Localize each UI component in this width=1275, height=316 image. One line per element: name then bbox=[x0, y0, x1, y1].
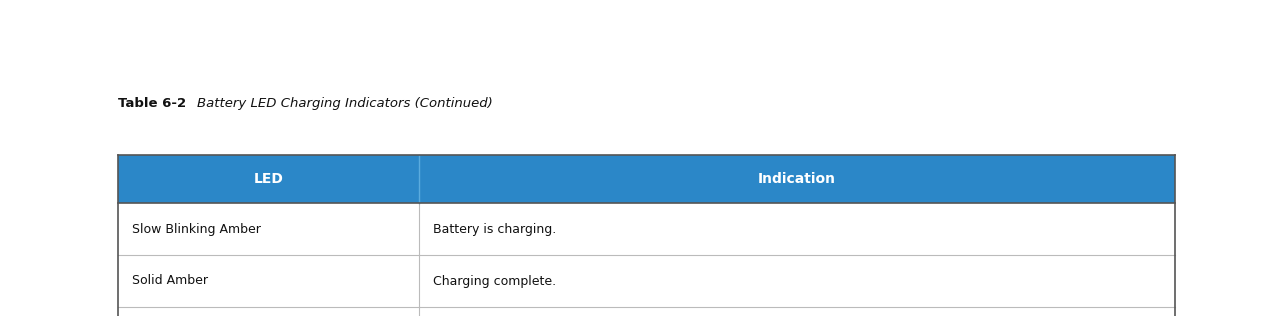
Bar bbox=[119, 155, 1176, 203]
Text: Slow Blinking Amber: Slow Blinking Amber bbox=[133, 222, 261, 235]
Text: Indication: Indication bbox=[759, 172, 836, 186]
Text: Charging complete.: Charging complete. bbox=[434, 275, 556, 288]
Text: Table 6-2: Table 6-2 bbox=[119, 97, 186, 110]
Text: Battery LED Charging Indicators (Continued): Battery LED Charging Indicators (Continu… bbox=[180, 97, 492, 110]
Text: LED: LED bbox=[254, 172, 283, 186]
Text: 6 - 10   MC65 User Guide: 6 - 10 MC65 User Guide bbox=[48, 21, 279, 39]
Text: Solid Amber: Solid Amber bbox=[133, 275, 208, 288]
Text: Battery is charging.: Battery is charging. bbox=[434, 222, 556, 235]
